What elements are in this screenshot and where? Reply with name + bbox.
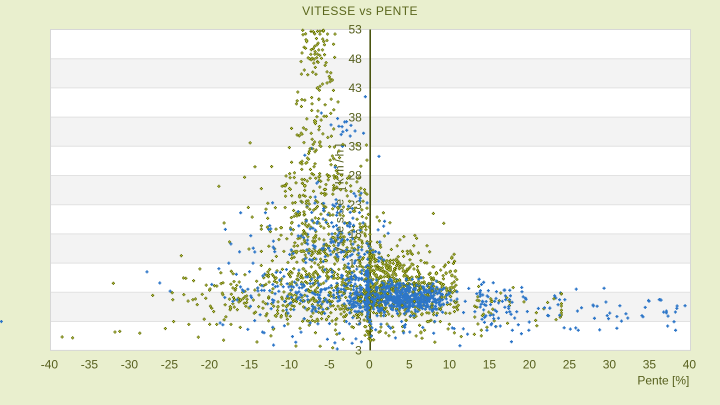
svg-text:48: 48: [348, 52, 362, 66]
svg-text:40: 40: [683, 357, 697, 371]
svg-text:3: 3: [355, 315, 362, 329]
svg-text:43: 43: [348, 81, 362, 95]
svg-text:-25: -25: [161, 357, 179, 371]
svg-text:-10: -10: [281, 357, 299, 371]
svg-text:5: 5: [406, 357, 413, 371]
svg-text:33: 33: [348, 140, 362, 154]
svg-text:38: 38: [348, 110, 362, 124]
svg-text:-30: -30: [121, 357, 139, 371]
svg-text:15: 15: [483, 357, 497, 371]
svg-text:-40: -40: [41, 357, 59, 371]
svg-text:53: 53: [348, 23, 362, 37]
svg-text:25: 25: [563, 357, 577, 371]
svg-text:10: 10: [443, 357, 457, 371]
svg-text:35: 35: [643, 357, 657, 371]
svg-text:3: 3: [355, 344, 362, 358]
svg-text:VITESSE vs PENTE: VITESSE vs PENTE: [302, 4, 418, 18]
svg-text:-35: -35: [81, 357, 99, 371]
svg-text:Pente [%]: Pente [%]: [637, 373, 689, 387]
svg-text:-5: -5: [324, 357, 335, 371]
svg-text:30: 30: [603, 357, 617, 371]
svg-text:0: 0: [366, 357, 373, 371]
svg-text:-15: -15: [241, 357, 259, 371]
svg-text:-20: -20: [201, 357, 219, 371]
svg-text:20: 20: [523, 357, 537, 371]
